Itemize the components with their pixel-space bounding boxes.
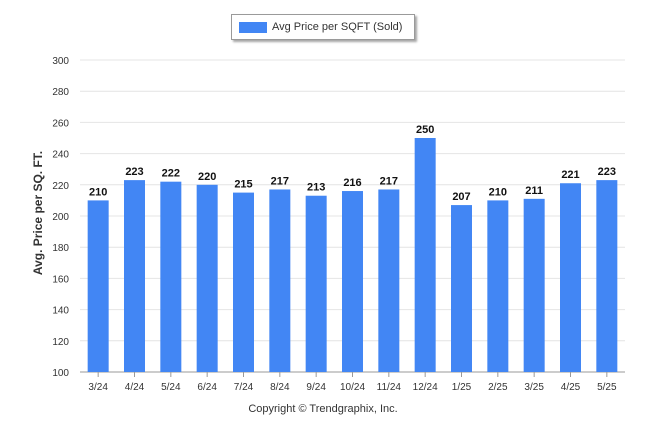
copyright-footer: Copyright © Trendgraphix, Inc.: [248, 403, 398, 415]
legend-label: Avg Price per SQFT (Sold): [272, 21, 403, 33]
x-tick-label: 3/24: [88, 382, 108, 393]
bar: [160, 181, 182, 372]
bar: [233, 192, 254, 372]
data-label: 221: [561, 169, 579, 181]
bar: [487, 200, 509, 372]
bar: [451, 205, 472, 372]
y-tick-label: 180: [52, 243, 69, 254]
bar: [523, 198, 545, 372]
y-tick-label: 240: [52, 150, 69, 161]
bar: [124, 180, 145, 372]
data-label: 217: [380, 175, 398, 187]
legend: Avg Price per SQFT (Sold): [231, 14, 415, 40]
bar: [87, 200, 109, 372]
data-label: 210: [89, 186, 107, 198]
y-tick-label: 260: [52, 118, 69, 129]
bar: [196, 184, 218, 372]
x-tick-label: 6/24: [197, 382, 217, 393]
data-label: 215: [234, 179, 252, 191]
legend-swatch: [239, 21, 267, 33]
y-tick-label: 100: [52, 368, 69, 379]
x-tick-label: 5/25: [597, 382, 617, 393]
y-tick-label: 220: [52, 181, 69, 192]
y-tick-label: 120: [52, 337, 69, 348]
data-label: 211: [525, 185, 543, 197]
bar: [378, 189, 400, 372]
y-tick-label: 160: [52, 274, 69, 285]
data-label: 220: [198, 171, 216, 183]
y-tick-label: 200: [52, 212, 69, 223]
data-label: 223: [125, 166, 143, 178]
x-tick-label: 12/24: [413, 382, 438, 393]
data-label: 217: [271, 175, 289, 187]
x-tick-label: 7/24: [234, 382, 254, 393]
bar: [560, 183, 581, 372]
x-tick-label: 3/25: [524, 382, 544, 393]
bar: [596, 180, 618, 372]
x-tick-label: 8/24: [270, 382, 290, 393]
x-tick-label: 4/25: [561, 382, 581, 393]
data-label: 207: [452, 191, 470, 203]
y-tick-label: 300: [52, 56, 69, 67]
data-label: 223: [598, 166, 616, 178]
data-label: 210: [489, 186, 507, 198]
y-tick-label: 140: [52, 306, 69, 317]
x-tick-label: 4/24: [125, 382, 145, 393]
data-label: 216: [343, 177, 361, 189]
bar: [269, 189, 291, 372]
data-label: 250: [416, 124, 434, 136]
data-label: 222: [162, 168, 180, 180]
data-label: 213: [307, 182, 325, 194]
x-tick-label: 5/24: [161, 382, 181, 393]
x-tick-label: 1/25: [452, 382, 472, 393]
bar: [305, 195, 327, 372]
y-tick-label: 280: [52, 87, 69, 98]
x-tick-label: 10/24: [340, 382, 365, 393]
x-tick-label: 11/24: [377, 382, 402, 393]
x-tick-label: 2/25: [488, 382, 508, 393]
bar: [414, 138, 436, 372]
x-tick-label: 9/24: [306, 382, 326, 393]
bar: [342, 191, 363, 372]
